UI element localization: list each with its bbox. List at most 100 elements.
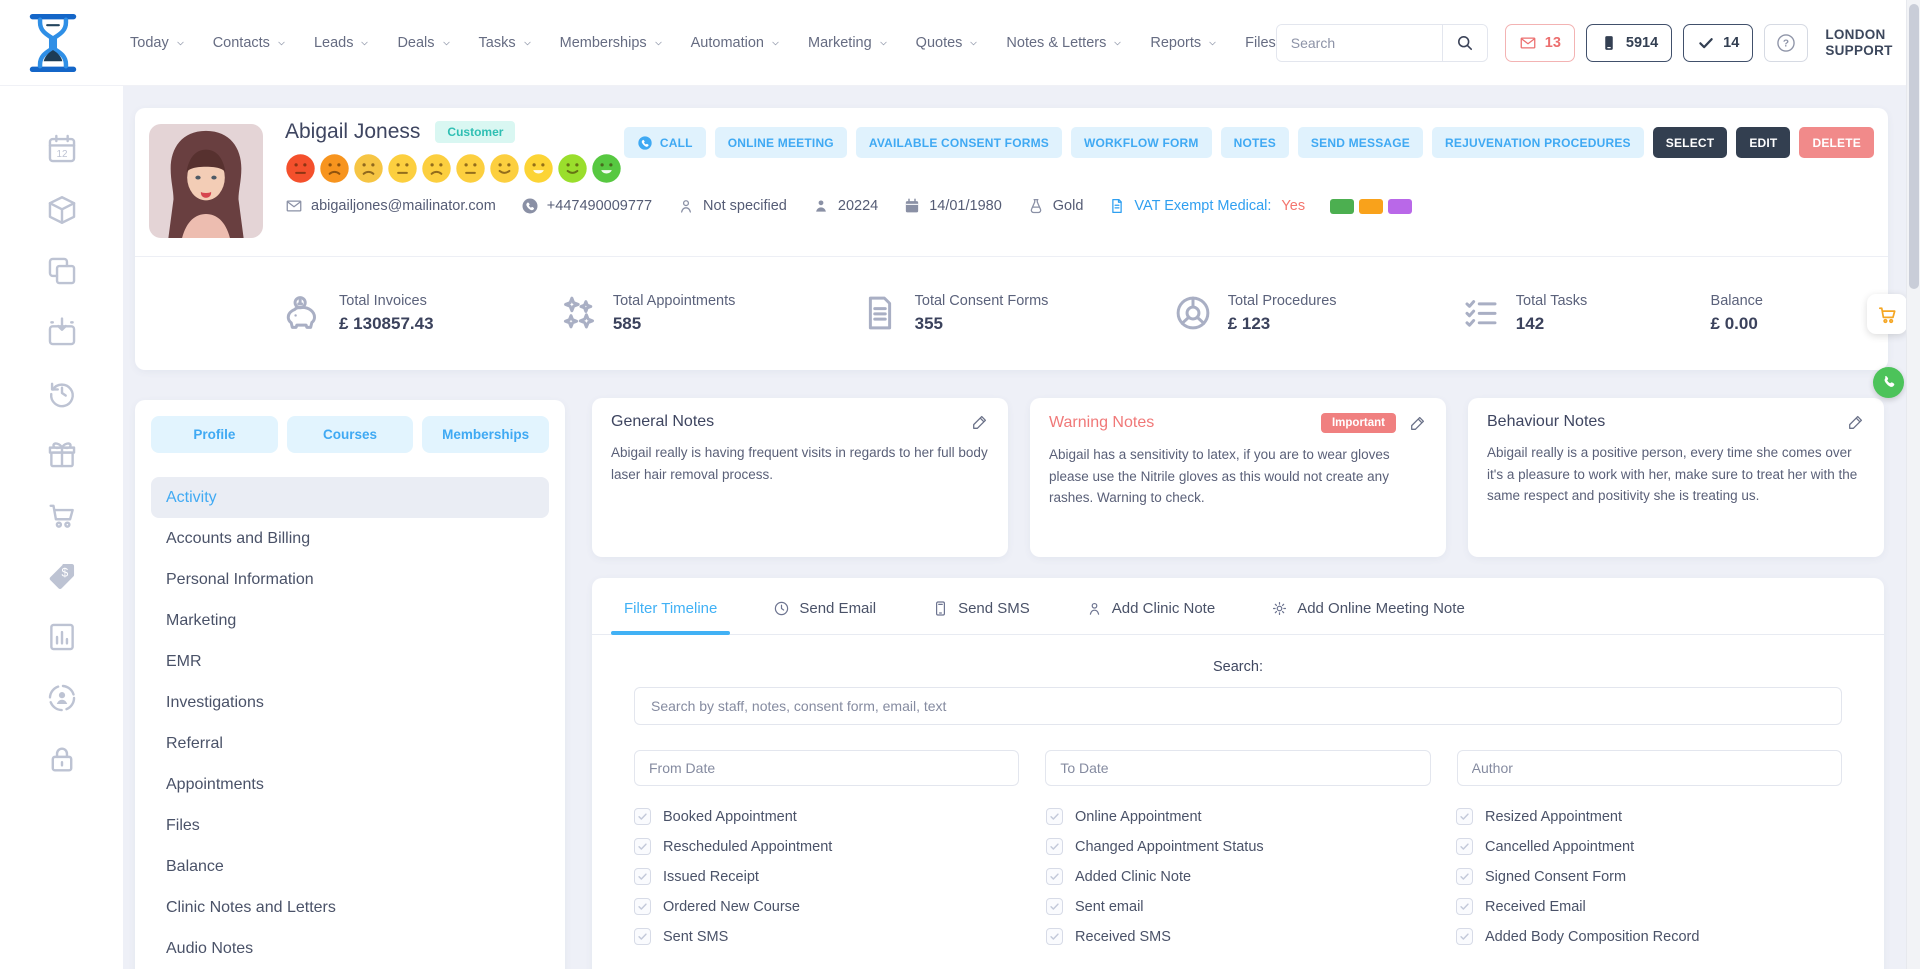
filter-signed-consent-form[interactable]: Signed Consent Form	[1456, 867, 1842, 886]
filter-changed-appointment-status[interactable]: Changed Appointment Status	[1046, 837, 1456, 856]
edit-button[interactable]: EDIT	[1736, 127, 1791, 158]
rating-face-5-icon[interactable]	[421, 153, 452, 184]
filter-received-sms[interactable]: Received SMS	[1046, 927, 1456, 946]
sidebar-package-icon[interactable]	[45, 193, 79, 227]
app-logo-hourglass-icon[interactable]	[28, 12, 78, 74]
nav-item-memberships[interactable]: Memberships	[560, 35, 664, 51]
rating-face-8-icon[interactable]	[523, 153, 554, 184]
to-date-input[interactable]	[1045, 750, 1431, 786]
nav-item-files[interactable]: Files	[1245, 34, 1276, 51]
nav-item-automation[interactable]: Automation	[691, 35, 781, 51]
workflow-form-button[interactable]: WORKFLOW FORM	[1071, 127, 1212, 158]
scrollbar-thumb[interactable]	[1909, 4, 1919, 289]
tab-courses[interactable]: Courses	[286, 416, 414, 453]
tab-add-clinic-note[interactable]: Add Clinic Note	[1086, 600, 1215, 634]
profile-menu-item-accounts-and-billing[interactable]: Accounts and Billing	[166, 529, 311, 547]
rating-face-9-icon[interactable]	[557, 153, 588, 184]
search-icon[interactable]	[1441, 24, 1487, 61]
rating-face-2-icon[interactable]	[319, 153, 350, 184]
filter-rescheduled-appointment[interactable]: Rescheduled Appointment	[634, 837, 1046, 856]
available-consent-forms-button[interactable]: AVAILABLE CONSENT FORMS	[855, 127, 1062, 158]
nav-item-tasks[interactable]: Tasks	[479, 35, 533, 51]
sidebar-copy-icon[interactable]	[45, 254, 79, 288]
mail-notifications-badge[interactable]: 13	[1504, 23, 1575, 62]
floating-call-button[interactable]	[1873, 367, 1904, 398]
tag-swatch-2[interactable]	[1359, 198, 1384, 214]
tag-swatch-1[interactable]	[1330, 198, 1355, 214]
tab-send-sms[interactable]: Send SMS	[932, 600, 1030, 634]
profile-menu-item-emr[interactable]: EMR	[166, 652, 202, 670]
sidebar-calendar-import-icon[interactable]	[45, 315, 79, 349]
edit-note-pencil-icon[interactable]	[1847, 413, 1865, 431]
search-input[interactable]	[1276, 24, 1442, 61]
filter-issued-receipt[interactable]: Issued Receipt	[634, 867, 1046, 886]
sidebar-report-icon[interactable]	[45, 620, 79, 654]
profile-menu-item-balance[interactable]: Balance	[166, 857, 224, 875]
nav-item-deals[interactable]: Deals	[397, 35, 451, 51]
profile-menu-item-clinic-notes-and-letters[interactable]: Clinic Notes and Letters	[166, 898, 336, 916]
profile-menu-item-activity[interactable]: Activity	[151, 477, 549, 518]
nav-item-today[interactable]: Today	[130, 35, 186, 51]
filter-resized-appointment[interactable]: Resized Appointment	[1456, 807, 1842, 826]
profile-menu-item-appointments[interactable]: Appointments	[166, 775, 264, 793]
filter-booked-appointment[interactable]: Booked Appointment	[634, 807, 1046, 826]
sidebar-price-tag-icon[interactable]: $	[45, 559, 79, 593]
from-date-input[interactable]	[634, 750, 1020, 786]
help-button[interactable]: ?	[1764, 23, 1809, 62]
rating-face-3-icon[interactable]	[353, 153, 384, 184]
sidebar-gift-icon[interactable]	[45, 437, 79, 471]
floating-cart-button[interactable]	[1867, 294, 1906, 334]
user-location-label[interactable]: LONDON SUPPORT	[1825, 26, 1893, 58]
profile-menu-item-investigations[interactable]: Investigations	[166, 693, 264, 711]
patient-photo[interactable]	[149, 124, 263, 238]
tasks-badge[interactable]: 14	[1683, 23, 1754, 62]
call-button[interactable]: CALL	[623, 127, 706, 158]
nav-item-quotes[interactable]: Quotes	[916, 35, 980, 51]
rating-face-1-icon[interactable]	[285, 153, 316, 184]
online-meeting-button[interactable]: ONLINE MEETING	[714, 127, 847, 158]
rejuvenation-procedures-button[interactable]: REJUVENATION PROCEDURES	[1432, 127, 1644, 158]
profile-menu-item-marketing[interactable]: Marketing	[166, 611, 237, 629]
tab-filter-timeline[interactable]: Filter Timeline	[610, 600, 731, 635]
filter-online-appointment[interactable]: Online Appointment	[1046, 807, 1456, 826]
timeline-search-input[interactable]	[634, 687, 1842, 725]
profile-menu-item-referral[interactable]: Referral	[166, 734, 223, 752]
sms-credits-badge[interactable]: 5914	[1585, 23, 1673, 62]
filter-sent-email[interactable]: Sent email	[1046, 897, 1456, 916]
rating-face-4-icon[interactable]	[387, 153, 418, 184]
filter-cancelled-appointment[interactable]: Cancelled Appointment	[1456, 837, 1842, 856]
rating-face-10-icon[interactable]	[591, 153, 622, 184]
filter-sent-sms[interactable]: Sent SMS	[634, 927, 1046, 946]
patient-phone[interactable]: +447490009777	[521, 197, 652, 215]
nav-item-contacts[interactable]: Contacts	[213, 35, 287, 51]
patient-vat-status[interactable]: VAT Exempt Medical: Yes	[1108, 197, 1305, 215]
edit-note-pencil-icon[interactable]	[971, 413, 989, 431]
rating-face-6-icon[interactable]	[455, 153, 486, 184]
select-button[interactable]: SELECT	[1652, 127, 1728, 158]
tab-send-email[interactable]: Send Email	[773, 600, 876, 634]
sidebar-calendar-icon[interactable]: 12	[45, 132, 79, 166]
nav-item-reports[interactable]: Reports	[1150, 35, 1218, 51]
nav-item-notes-letters[interactable]: Notes & Letters	[1006, 35, 1123, 51]
patient-email[interactable]: abigailjones@mailinator.com	[285, 197, 496, 215]
filter-ordered-new-course[interactable]: Ordered New Course	[634, 897, 1046, 916]
edit-note-pencil-icon[interactable]	[1409, 414, 1427, 432]
author-input[interactable]	[1456, 750, 1842, 786]
filter-added-body-composition-record[interactable]: Added Body Composition Record	[1456, 927, 1842, 946]
send-message-button[interactable]: SEND MESSAGE	[1297, 127, 1424, 158]
tag-swatch-3[interactable]	[1388, 198, 1413, 214]
delete-button[interactable]: DELETE	[1799, 127, 1874, 158]
nav-item-marketing[interactable]: Marketing	[808, 35, 889, 51]
sidebar-cart-icon[interactable]	[45, 498, 79, 532]
profile-menu-item-files[interactable]: Files	[166, 816, 200, 834]
tab-profile[interactable]: Profile	[151, 416, 278, 453]
filter-received-email[interactable]: Received Email	[1456, 897, 1842, 916]
sidebar-user-sync-icon[interactable]	[45, 681, 79, 715]
sidebar-lock-icon[interactable]	[45, 742, 79, 776]
rating-face-7-icon[interactable]	[489, 153, 520, 184]
filter-added-clinic-note[interactable]: Added Clinic Note	[1046, 867, 1456, 886]
sidebar-history-icon[interactable]	[45, 376, 79, 410]
nav-item-leads[interactable]: Leads	[314, 35, 371, 51]
page-scrollbar[interactable]	[1906, 0, 1920, 969]
profile-menu-item-audio-notes[interactable]: Audio Notes	[166, 939, 254, 957]
